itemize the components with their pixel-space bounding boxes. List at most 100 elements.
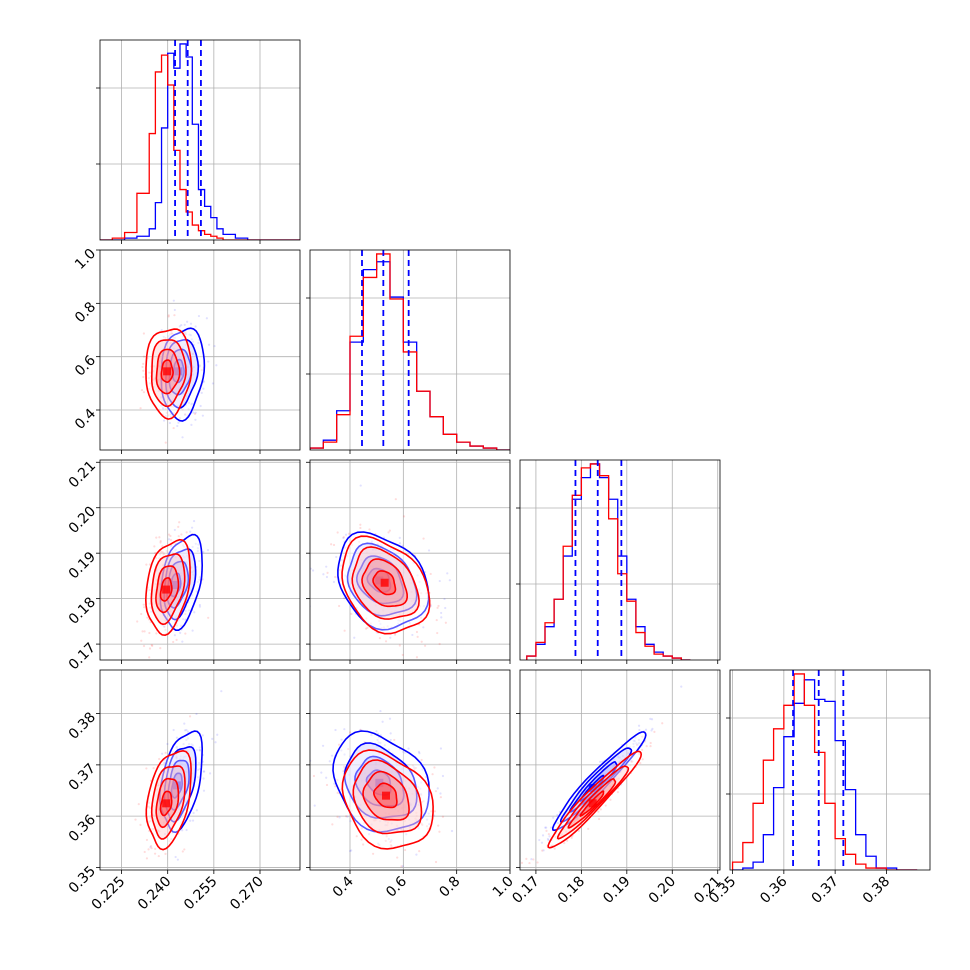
scatter-point-red [157,783,160,786]
x-tick-label: 0.18 [555,874,588,907]
scatter-point-red [359,523,362,526]
scatter-point-blue [195,748,199,752]
scatter-point-red [181,814,185,818]
x-tick-label: 0.38 [860,874,893,907]
histogram-red [731,673,918,870]
scatter-point-red [630,760,633,763]
panel-2-2 [516,459,721,664]
scatter-point-red [142,644,146,648]
panel-frame [99,669,301,871]
scatter-point-blue [198,749,202,752]
scatter-point-blue [359,484,362,487]
scatter-point-blue [379,564,382,567]
scatter-point-red [148,806,152,810]
scatter-point-red [157,602,161,606]
scatter-point-blue [448,579,451,582]
scatter-point-blue [540,841,544,844]
scatter-point-blue [400,828,403,831]
panel-frame [309,669,511,871]
scatter-point-red [393,738,396,742]
scatter-point-red [164,441,167,444]
scatter-point-blue [325,565,328,568]
scatter-point-blue [359,803,362,807]
scatter-point-blue [180,815,184,818]
scatter-point-blue [190,338,193,341]
scatter-point-red [413,768,416,771]
scatter-point-red [396,856,399,859]
scatter-point-red [553,847,556,850]
scatter-point-red [148,588,151,592]
scatter-point-blue [207,360,210,363]
scatter-point-blue [188,333,191,336]
scatter-point-red [153,377,156,380]
scatter-point-blue [335,555,338,559]
scatter-point-blue [418,752,421,755]
scatter-point-red [172,769,176,772]
scatter-point-blue [205,317,208,320]
scatter-point-blue [183,556,186,559]
scatter-point-blue [191,353,194,356]
scatter-point-red [425,825,429,828]
scatter-point-red [435,618,438,622]
scatter-point-red [420,758,423,762]
scatter-point-blue [198,605,202,608]
scatter-point-red [175,638,178,641]
scatter-point-blue [202,770,205,773]
scatter-point-blue [436,787,439,790]
scatter-point-blue [197,341,200,345]
scatter-point-blue [196,549,199,553]
scatter-point-red [373,819,376,822]
scatter-point-red [420,822,423,825]
scatter-point-red [408,786,411,790]
scatter-point-red [403,599,406,602]
scatter-point-red [597,810,600,813]
scatter-point-blue [167,557,171,560]
scatter-point-red [395,563,398,566]
scatter-point-blue [181,640,184,643]
scatter-point-red [149,371,152,374]
scatter-point-red [398,613,401,616]
scatter-point-blue [538,838,541,842]
scatter-point-red [175,755,178,758]
scatter-point-red [173,571,176,574]
scatter-point-blue [353,636,356,639]
scatter-point-red [384,839,387,842]
scatter-point-blue [197,314,201,318]
scatter-point-blue [399,585,402,588]
scatter-point-red [560,833,564,836]
scatter-point-red [638,752,641,756]
scatter-point-blue [194,418,197,421]
scatter-point-red [354,795,357,798]
scatter-point-blue [169,544,173,548]
x-tick-label: 0.37 [809,874,842,907]
scatter-point-blue [415,603,418,606]
scatter-point-red [587,827,590,831]
scatter-point-red [142,355,146,358]
scatter-point-red [148,631,151,635]
scatter-point-blue [417,827,420,830]
scatter-point-blue [343,753,346,756]
scatter-point-blue [184,755,187,758]
scatter-point-red [516,881,518,883]
scatter-point-red [175,624,179,627]
scatter-point-red [415,814,418,817]
scatter-point-blue [200,391,203,394]
scatter-point-blue [190,526,194,529]
scatter-point-red [336,791,339,794]
scatter-point-blue [192,366,195,369]
scatter-point-red [326,571,329,574]
scatter-point-blue [181,790,185,793]
scatter-point-blue [150,610,153,613]
scatter-point-red [151,644,154,647]
scatter-point-red [410,590,413,594]
scatter-point-blue [198,576,201,579]
scatter-point-red [378,843,381,847]
scatter-point-blue [395,590,399,594]
scatter-point-red [159,541,162,544]
scatter-point-blue [389,738,392,742]
panel-frame [309,459,511,661]
scatter-point-red [153,545,156,548]
scatter-point-blue [557,822,560,825]
scatter-point-blue [179,631,182,634]
scatter-point-blue [428,822,431,826]
